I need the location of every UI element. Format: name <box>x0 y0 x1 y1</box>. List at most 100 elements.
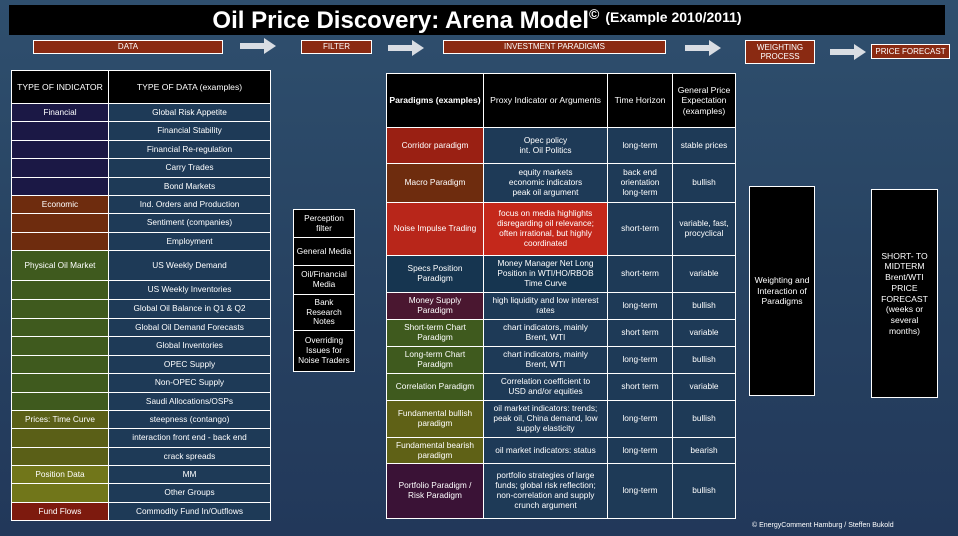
indicator-type-blank-cell <box>11 336 109 356</box>
expectation-cell: variable <box>672 255 736 293</box>
expectation-cell: variable <box>672 373 736 401</box>
proxy-cell: equity markets economic indicators peak … <box>483 163 608 203</box>
proxy-cell: focus on media highlights disregarding o… <box>483 202 608 256</box>
horizon-cell: long-term <box>607 127 673 164</box>
indicator-table: TYPE OF INDICATOR TYPE OF DATA (examples… <box>11 70 271 521</box>
paradigm-header-row: Paradigms (examples) Proxy Indicator or … <box>386 73 736 128</box>
table-row: Employment <box>11 232 271 251</box>
paradigm-name-cell: Fundamental bullish paradigm <box>386 400 484 438</box>
proxy-cell: portfolio strategies of large funds; glo… <box>483 463 608 519</box>
indicator-type-blank-cell <box>11 318 109 337</box>
paradigm-name-cell: Specs Position Paradigm <box>386 255 484 293</box>
data-type-header: TYPE OF DATA (examples) <box>108 70 271 104</box>
data-type-cell: interaction front end - back end <box>108 428 271 448</box>
indicator-type-blank-cell <box>11 355 109 374</box>
data-type-cell: Financial Stability <box>108 121 271 141</box>
data-type-cell: Commodity Fund In/Outflows <box>108 502 271 521</box>
table-row: interaction front end - back end <box>11 428 271 448</box>
expectation-cell: bearish <box>672 437 736 464</box>
indicator-type-blank-cell <box>11 232 109 251</box>
stage-investment-paradigms: INVESTMENT PARADIGMS <box>443 40 666 54</box>
horizon-cell: short-term <box>607 255 673 293</box>
data-type-cell: Global Inventories <box>108 336 271 356</box>
expectation-cell: bullish <box>672 163 736 203</box>
stage-weighting-process: WEIGHTING PROCESS <box>745 40 815 64</box>
horizon-cell: long-term <box>607 292 673 320</box>
table-row: Saudi Allocations/OSPs <box>11 392 271 411</box>
data-type-cell: Carry Trades <box>108 158 271 178</box>
horizon-cell: long-term <box>607 346 673 374</box>
indicator-type-blank-cell <box>11 177 109 196</box>
indicator-type-blank-cell <box>11 428 109 448</box>
data-type-cell: Ind. Orders and Production <box>108 195 271 214</box>
data-type-cell: MM <box>108 465 271 484</box>
indicator-type-blank-cell <box>11 140 109 159</box>
table-row: Fund Flows Commodity Fund In/Outflows <box>11 502 271 521</box>
data-type-cell: crack spreads <box>108 447 271 466</box>
expectation-cell: bullish <box>672 400 736 438</box>
table-row: Financial Stability <box>11 121 271 141</box>
paradigm-table: Paradigms (examples) Proxy Indicator or … <box>386 73 736 519</box>
indicator-type-cell: Financial <box>11 103 109 122</box>
paradigm-row: Noise Impulse Trading focus on media high… <box>386 202 736 256</box>
paradigm-name-cell: Short-term Chart Paradigm <box>386 319 484 347</box>
paradigm-row: Specs Position Paradigm Money Manager Net… <box>386 255 736 293</box>
data-type-cell: Financial Re-regulation <box>108 140 271 159</box>
page-title: Oil Price Discovery: Arena Model© <box>212 5 600 34</box>
stage-filter: FILTER <box>301 40 372 54</box>
arrow-right-icon <box>388 40 424 56</box>
arrow-right-icon <box>685 40 721 56</box>
indicator-type-blank-cell <box>11 373 109 393</box>
horizon-cell: back end orientation long-term <box>607 163 673 203</box>
paradigm-name-cell: Portfolio Paradigm / Risk Paradigm <box>386 463 484 519</box>
paradigm-name-cell: Correlation Paradigm <box>386 373 484 401</box>
proxy-cell: Money Manager Net Long Position in WTI/H… <box>483 255 608 293</box>
filter-item: Overriding Issues for Noise Traders <box>298 335 350 365</box>
horizon-cell: short term <box>607 319 673 347</box>
data-type-cell: US Weekly Demand <box>108 250 271 281</box>
indicator-type-blank-cell <box>11 299 109 319</box>
paradigm-name-cell: Long-term Chart Paradigm <box>386 346 484 374</box>
table-row: Global Inventories <box>11 336 271 356</box>
proxy-cell: oil market indicators: status <box>483 437 608 464</box>
credit-text: © EnergyComment Hamburg / Steffen Bukold <box>752 522 894 529</box>
data-type-cell: Employment <box>108 232 271 251</box>
proxy-cell: Opec policy int. Oil Politics <box>483 127 608 164</box>
table-row: Global Oil Demand Forecasts <box>11 318 271 337</box>
arrow-right-icon <box>830 44 866 60</box>
table-row: Economic Ind. Orders and Production <box>11 195 271 214</box>
indicator-type-blank-cell <box>11 392 109 411</box>
horizon-cell: long-term <box>607 463 673 519</box>
data-type-cell: OPEC Supply <box>108 355 271 374</box>
paradigm-row: Macro Paradigm equity markets economic in… <box>386 163 736 203</box>
proxy-cell: chart indicators, mainly Brent, WTI <box>483 346 608 374</box>
paradigm-name-header: Paradigms (examples) <box>386 73 484 128</box>
proxy-cell: high liquidity and low interest rates <box>483 292 608 320</box>
filter-item: General Media <box>294 238 354 266</box>
table-row: Sentiment (companies) <box>11 213 271 233</box>
data-type-cell: Global Oil Balance in Q1 & Q2 <box>108 299 271 319</box>
table-row: Global Oil Balance in Q1 & Q2 <box>11 299 271 319</box>
horizon-cell: short-term <box>607 202 673 256</box>
table-row: Prices: Time Curve steepness (contango) <box>11 410 271 429</box>
indicator-type-cell: Economic <box>11 195 109 214</box>
indicator-type-blank-cell <box>11 483 109 503</box>
table-row: Physical Oil Market US Weekly Demand <box>11 250 271 281</box>
indicator-type-cell: Prices: Time Curve <box>11 410 109 429</box>
paradigm-row: Corridor paradigm Opec policy int. Oil Po… <box>386 127 736 164</box>
data-type-cell: steepness (contango) <box>108 410 271 429</box>
paradigm-row: Fundamental bearish paradigm oil market i… <box>386 437 736 464</box>
indicator-type-blank-cell <box>11 158 109 178</box>
paradigm-name-cell: Macro Paradigm <box>386 163 484 203</box>
paradigm-name-cell: Money Supply Paradigm <box>386 292 484 320</box>
horizon-header: Time Horizon <box>607 73 673 128</box>
data-type-cell: Global Risk Appetite <box>108 103 271 122</box>
paradigm-row: Correlation Paradigm Correlation coeffici… <box>386 373 736 401</box>
paradigm-row: Money Supply Paradigm high liquidity and … <box>386 292 736 320</box>
data-type-cell: Bond Markets <box>108 177 271 196</box>
weighting-box: Weighting and Interaction of Paradigms <box>749 186 815 396</box>
table-row: Carry Trades <box>11 158 271 178</box>
stage-data: DATA <box>33 40 223 54</box>
expectation-cell: stable prices <box>672 127 736 164</box>
horizon-cell: short term <box>607 373 673 401</box>
